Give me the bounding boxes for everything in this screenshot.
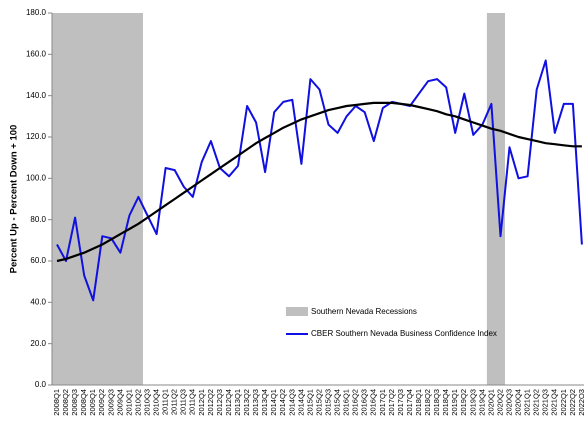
x-tick-label: 2019Q1 xyxy=(450,389,459,416)
x-tick-label: 2015Q2 xyxy=(314,389,323,416)
x-tick-label: 2009Q3 xyxy=(106,389,115,416)
x-tick-label: 2009Q1 xyxy=(88,389,97,416)
x-tick-label: 2019Q2 xyxy=(459,389,468,416)
x-tick-label: 2014Q4 xyxy=(296,389,305,416)
y-axis-label: Percent Up - Percent Down + 100 xyxy=(9,125,20,274)
x-tick-label: 2020Q3 xyxy=(504,389,513,416)
x-tick-label: 2012Q3 xyxy=(215,389,224,416)
x-tick-label: 2016Q2 xyxy=(351,389,360,416)
x-tick-label: 2016Q4 xyxy=(369,389,378,416)
legend-label: CBER Southern Nevada Business Confidence… xyxy=(311,329,497,338)
y-tick-label: 20.0 xyxy=(30,339,46,348)
x-tick-label: 2008Q4 xyxy=(79,389,88,416)
x-tick-label: 2020Q4 xyxy=(514,389,523,416)
legend-swatch xyxy=(286,307,308,316)
y-tick-label: 140.0 xyxy=(26,91,47,100)
x-tick-label: 2015Q4 xyxy=(333,389,342,416)
x-tick-label: 2011Q4 xyxy=(188,389,197,415)
x-tick-label: 2011Q2 xyxy=(170,389,179,415)
x-tick-label: 2022Q1 xyxy=(559,389,568,416)
data-line xyxy=(56,59,583,302)
x-tick-label: 2018Q4 xyxy=(441,389,450,416)
x-tick-label: 2008Q3 xyxy=(70,389,79,416)
x-tick-label: 2008Q2 xyxy=(61,389,70,416)
x-tick-label: 2011Q1 xyxy=(161,389,170,415)
x-tick-label: 2021Q2 xyxy=(532,389,541,416)
x-tick-label: 2017Q2 xyxy=(387,389,396,416)
x-tick-label: 2009Q4 xyxy=(115,389,124,416)
x-tick-label: 2021Q3 xyxy=(541,389,550,416)
x-tick-label: 2019Q3 xyxy=(468,389,477,416)
x-tick-label: 2013Q1 xyxy=(233,389,242,416)
x-tick-label: 2012Q2 xyxy=(206,389,215,416)
x-tick-label: 2008Q1 xyxy=(52,389,61,416)
x-tick-label: 2016Q3 xyxy=(360,389,369,416)
x-tick-label: 2019Q4 xyxy=(477,389,486,416)
x-tick-label: 2009Q2 xyxy=(97,389,106,416)
x-tick-label: 2014Q2 xyxy=(278,389,287,416)
y-tick-label: 160.0 xyxy=(26,49,47,58)
x-tick-label: 2018Q1 xyxy=(414,389,423,416)
legend-label: Southern Nevada Recessions xyxy=(311,307,417,316)
recession-band xyxy=(52,13,143,385)
x-tick-label: 2013Q3 xyxy=(251,389,260,416)
y-tick-label: 0.0 xyxy=(35,380,47,389)
x-tick-label: 2016Q1 xyxy=(342,389,351,416)
x-tick-label: 2015Q1 xyxy=(305,389,314,416)
y-tick-label: 100.0 xyxy=(26,173,47,182)
x-tick-label: 2014Q1 xyxy=(269,389,278,416)
x-tick-label: 2021Q4 xyxy=(550,389,559,416)
x-tick-label: 2010Q2 xyxy=(133,389,142,416)
x-tick-label: 2013Q2 xyxy=(242,389,251,416)
x-tick-label: 2020Q1 xyxy=(486,389,495,416)
x-tick-label: 2017Q3 xyxy=(396,389,405,416)
y-tick-label: 80.0 xyxy=(30,215,46,224)
y-tick-label: 180.0 xyxy=(26,8,47,17)
trend-line xyxy=(56,101,582,263)
x-tick-label: 2014Q3 xyxy=(287,389,296,416)
x-tick-label: 2012Q1 xyxy=(197,389,206,416)
x-tick-label: 2013Q4 xyxy=(260,389,269,416)
y-tick-label: 40.0 xyxy=(30,297,46,306)
legend: Southern Nevada Recessions CBER Southern … xyxy=(286,307,497,338)
x-tick-label: 2018Q2 xyxy=(423,389,432,416)
x-tick-label: 2017Q4 xyxy=(405,389,414,416)
x-tick-label: 2010Q3 xyxy=(142,389,151,416)
x-tick-label: 2010Q1 xyxy=(124,389,133,416)
x-tick-label: 2015Q3 xyxy=(323,389,332,416)
x-tick-label: 2022Q2 xyxy=(568,389,577,416)
x-tick-label: 2011Q3 xyxy=(179,389,188,415)
x-tick-label: 2021Q1 xyxy=(523,389,532,416)
x-tick-label: 2012Q4 xyxy=(224,389,233,416)
y-tick-label: 120.0 xyxy=(26,132,47,141)
x-tick-label: 2010Q4 xyxy=(152,389,161,416)
x-tick-label: 2017Q1 xyxy=(378,389,387,416)
x-tick-label: 2018Q3 xyxy=(432,389,441,416)
x-tick-label: 2020Q2 xyxy=(495,389,504,416)
y-tick-label: 60.0 xyxy=(30,256,46,265)
x-tick-label: 2022Q3 xyxy=(577,389,584,416)
